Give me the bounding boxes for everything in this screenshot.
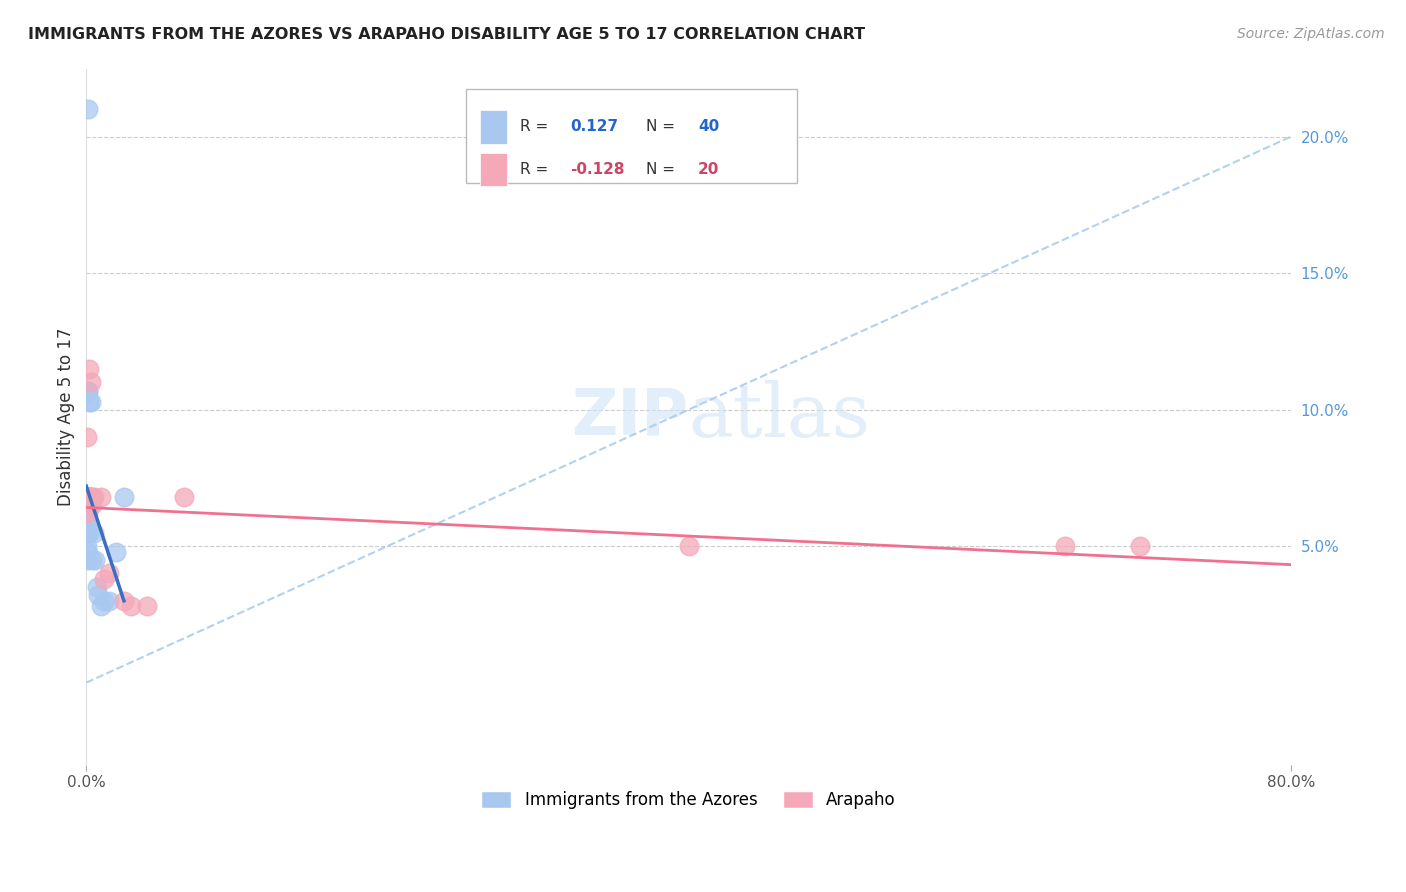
Point — [76, 498, 98, 512]
Point — [87, 588, 110, 602]
Point — [76, 384, 98, 398]
Text: R =: R = — [520, 161, 553, 177]
Point — [97, 566, 120, 581]
Legend: Immigrants from the Azores, Arapaho: Immigrants from the Azores, Arapaho — [475, 784, 903, 815]
Text: Source: ZipAtlas.com: Source: ZipAtlas.com — [1237, 27, 1385, 41]
Point — [79, 498, 101, 512]
Bar — [479, 153, 506, 186]
Y-axis label: Disability Age 5 to 17: Disability Age 5 to 17 — [58, 327, 75, 506]
FancyBboxPatch shape — [465, 89, 797, 184]
Point — [112, 490, 135, 504]
Point — [76, 490, 98, 504]
Point — [90, 490, 112, 504]
Point — [135, 599, 157, 614]
Point — [84, 553, 107, 567]
Point — [77, 490, 100, 504]
Point — [76, 490, 98, 504]
Point — [80, 490, 103, 504]
Point — [79, 490, 101, 504]
Text: 20: 20 — [699, 161, 720, 177]
Point — [76, 544, 98, 558]
Point — [80, 376, 103, 390]
Text: IMMIGRANTS FROM THE AZORES VS ARAPAHO DISABILITY AGE 5 TO 17 CORRELATION CHART: IMMIGRANTS FROM THE AZORES VS ARAPAHO DI… — [28, 27, 865, 42]
Point — [76, 512, 98, 526]
Point — [93, 572, 115, 586]
Point — [80, 394, 103, 409]
Point — [1053, 539, 1076, 553]
Point — [76, 490, 98, 504]
Text: R =: R = — [520, 120, 553, 135]
Point — [76, 490, 98, 504]
Point — [76, 539, 98, 553]
Point — [1129, 539, 1152, 553]
Point — [76, 517, 98, 532]
Point — [76, 103, 98, 117]
Text: atlas: atlas — [689, 380, 870, 453]
Point — [173, 490, 195, 504]
Point — [82, 553, 104, 567]
Point — [76, 498, 98, 512]
Point — [83, 525, 105, 540]
Point — [82, 490, 104, 504]
Point — [79, 525, 101, 540]
Point — [86, 580, 108, 594]
Point — [76, 490, 98, 504]
Point — [76, 507, 98, 521]
Point — [105, 544, 128, 558]
Text: 40: 40 — [699, 120, 720, 135]
Text: -0.128: -0.128 — [571, 161, 626, 177]
Point — [76, 490, 98, 504]
Point — [79, 361, 101, 376]
Point — [93, 593, 115, 607]
Point — [678, 539, 700, 553]
Point — [120, 599, 142, 614]
Point — [83, 490, 105, 504]
Bar — [479, 111, 506, 144]
Point — [76, 553, 98, 567]
Text: ZIP: ZIP — [571, 385, 689, 448]
Point — [112, 593, 135, 607]
Point — [76, 384, 98, 398]
Point — [76, 490, 98, 504]
Point — [79, 490, 101, 504]
Point — [82, 498, 104, 512]
Text: N =: N = — [647, 161, 681, 177]
Point — [76, 490, 98, 504]
Point — [97, 593, 120, 607]
Point — [76, 525, 98, 540]
Point — [90, 599, 112, 614]
Point — [76, 490, 98, 504]
Point — [79, 394, 101, 409]
Point — [76, 490, 98, 504]
Point — [76, 490, 98, 504]
Point — [77, 498, 100, 512]
Point — [76, 430, 98, 444]
Point — [76, 490, 98, 504]
Point — [77, 490, 100, 504]
Text: N =: N = — [647, 120, 681, 135]
Text: 0.127: 0.127 — [571, 120, 619, 135]
